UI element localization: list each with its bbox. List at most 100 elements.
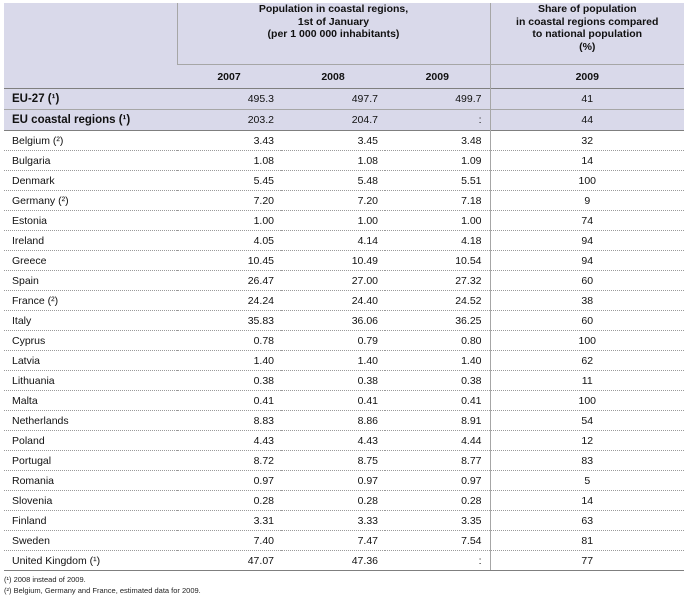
value-2009: : [385, 550, 490, 571]
table-row: Italy 35.83 36.06 36.25 60 [4, 310, 684, 331]
row-label: Germany (²) [4, 190, 177, 211]
share-header: Share of population in coastal regions c… [489, 3, 684, 65]
table-row: Greece 10.45 10.49 10.54 94 [4, 250, 684, 271]
value-2009: 7.54 [385, 530, 490, 551]
value-2008: 0.38 [281, 370, 385, 391]
value-2008: 0.28 [281, 490, 385, 511]
value-2008: 7.20 [281, 190, 385, 211]
value-2007: 35.83 [177, 310, 281, 331]
row-label: Lithuania [4, 370, 177, 391]
table-row: United Kingdom (¹) 47.07 47.36:77 [4, 550, 684, 571]
share-value: 60 [489, 310, 684, 331]
value-2007: 0.78 [177, 330, 281, 351]
table-row: Lithuania 0.38 0.38 0.38 11 [4, 370, 684, 391]
table-row: Bulgaria 1.08 1.08 1.09 14 [4, 150, 684, 171]
share-value: 32 [489, 130, 684, 151]
row-label: Denmark [4, 170, 177, 191]
value-2008: 10.49 [281, 250, 385, 271]
row-label: Italy [4, 310, 177, 331]
row-label: Portugal [4, 450, 177, 471]
value-2008: 1.08 [281, 150, 385, 171]
value-2008: 4.43 [281, 430, 385, 451]
value-2007: 203.2 [177, 109, 281, 131]
row-label: Estonia [4, 210, 177, 231]
row-label: Romania [4, 470, 177, 491]
value-2008: 5.48 [281, 170, 385, 191]
share-value: 38 [489, 290, 684, 311]
value-2009: 4.44 [385, 430, 490, 451]
value-2009: 3.35 [385, 510, 490, 531]
value-2009: : [385, 109, 490, 131]
table-row: Sweden 7.40 7.47 7.54 81 [4, 530, 684, 551]
value-2009: 27.32 [385, 270, 490, 291]
table-row: Cyprus 0.78 0.79 0.80 100 [4, 330, 684, 351]
table-row: Spain 26.47 27.00 27.32 60 [4, 270, 684, 291]
table-row: Netherlands 8.83 8.86 8.91 54 [4, 410, 684, 431]
row-label: Netherlands [4, 410, 177, 431]
share-header-text: Share of population in coastal regions c… [516, 3, 659, 53]
value-2009: 36.25 [385, 310, 490, 331]
year-header-2008: 2008 [281, 64, 385, 89]
value-2008: 7.47 [281, 530, 385, 551]
aggregate-row: EU coastal regions (¹) 203.2 204.7:44 [4, 109, 684, 131]
table-row: Denmark 5.45 5.48 5.51 100 [4, 170, 684, 191]
row-label: Spain [4, 270, 177, 291]
value-2009: 1.40 [385, 350, 490, 371]
value-2008: 3.33 [281, 510, 385, 531]
share-value: 63 [489, 510, 684, 531]
share-value: 14 [489, 490, 684, 511]
table-row: Slovenia 0.28 0.28 0.28 14 [4, 490, 684, 511]
value-2007: 1.40 [177, 350, 281, 371]
value-2007: 0.97 [177, 470, 281, 491]
share-value: 94 [489, 250, 684, 271]
value-2008: 47.36 [281, 550, 385, 571]
value-2007: 26.47 [177, 270, 281, 291]
value-2008: 8.86 [281, 410, 385, 431]
share-value: 74 [489, 210, 684, 231]
value-2007: 7.40 [177, 530, 281, 551]
row-label: United Kingdom (¹) [4, 550, 177, 571]
value-2009: 0.97 [385, 470, 490, 491]
row-label: Greece [4, 250, 177, 271]
share-value: 62 [489, 350, 684, 371]
value-2008: 0.79 [281, 330, 385, 351]
share-value: 100 [489, 170, 684, 191]
value-2009: 0.28 [385, 490, 490, 511]
value-2007: 47.07 [177, 550, 281, 571]
table-row: Romania 0.97 0.97 0.97 5 [4, 470, 684, 491]
value-2007: 4.05 [177, 230, 281, 251]
value-2009: 0.38 [385, 370, 490, 391]
value-2007: 10.45 [177, 250, 281, 271]
year-header-2007: 2007 [177, 64, 281, 89]
population-header: Population in coastal regions, 1st of Ja… [176, 3, 490, 65]
value-2008: 24.40 [281, 290, 385, 311]
value-2007: 3.31 [177, 510, 281, 531]
value-2009: 3.48 [385, 130, 490, 151]
value-2007: 1.00 [177, 210, 281, 231]
value-2007: 0.38 [177, 370, 281, 391]
value-2008: 204.7 [281, 109, 385, 131]
value-2009: 499.7 [385, 88, 490, 110]
value-2007: 1.08 [177, 150, 281, 171]
value-2008: 0.97 [281, 470, 385, 491]
share-value: 77 [489, 550, 684, 571]
row-label: France (²) [4, 290, 177, 311]
value-2008: 3.45 [281, 130, 385, 151]
value-2009: 0.80 [385, 330, 490, 351]
value-2008: 27.00 [281, 270, 385, 291]
table-row: Ireland 4.05 4.14 4.18 94 [4, 230, 684, 251]
share-value: 41 [489, 88, 684, 110]
share-value: 14 [489, 150, 684, 171]
value-2008: 36.06 [281, 310, 385, 331]
table-row: Finland 3.31 3.33 3.35 63 [4, 510, 684, 531]
share-value: 100 [489, 330, 684, 351]
share-value: 83 [489, 450, 684, 471]
row-label: Cyprus [4, 330, 177, 351]
row-label: Ireland [4, 230, 177, 251]
value-2008: 1.40 [281, 350, 385, 371]
share-value: 100 [489, 390, 684, 411]
share-value: 81 [489, 530, 684, 551]
table-row: Estonia 1.00 1.00 1.00 74 [4, 210, 684, 231]
header-corner [4, 3, 177, 65]
